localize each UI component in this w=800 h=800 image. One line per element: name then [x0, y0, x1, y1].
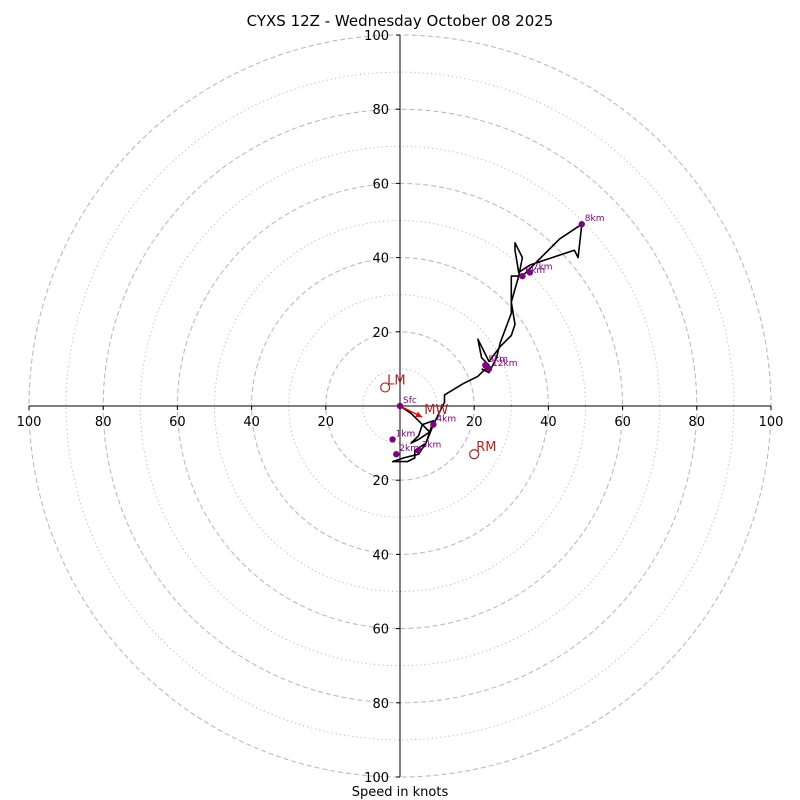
- storm-motion-label-rm: RM: [476, 440, 496, 455]
- tick-label-right: 80: [689, 415, 706, 430]
- storm-motion-marker-rm: [469, 449, 480, 460]
- tick-label-top: 40: [372, 252, 389, 267]
- height-marker-1km: [389, 436, 396, 443]
- tick-label-top: 20: [372, 326, 389, 341]
- height-label-8km: 8km: [585, 214, 605, 224]
- height-marker-6km: [519, 272, 526, 280]
- height-marker-2km: [393, 451, 400, 458]
- height-label-5km: 5km: [488, 355, 508, 365]
- tick-label-top: 80: [372, 103, 389, 118]
- tick-label-bottom: 80: [372, 697, 389, 712]
- storm-motion-marker-lm: [380, 382, 391, 393]
- tick-label-left: 20: [318, 415, 335, 430]
- tick-label-left: 60: [169, 415, 186, 430]
- tick-label-bottom: 100: [364, 771, 389, 786]
- storm-motion-label-mw: MW: [424, 403, 448, 418]
- tick-label-bottom: 60: [372, 623, 389, 638]
- tick-label-top: 100: [364, 29, 389, 44]
- mean-wind-arrowhead: [415, 411, 423, 418]
- tick-label-bottom: 20: [372, 474, 389, 489]
- hodograph-trace-group: [391, 223, 583, 463]
- tick-label-right: 60: [614, 415, 631, 430]
- height-label-4km: 4km: [436, 415, 456, 425]
- hodograph-trace: [391, 223, 583, 463]
- x-axis-label: Speed in knots: [352, 785, 449, 800]
- tick-label-right: 100: [759, 415, 784, 430]
- height-label-3km: 3km: [422, 441, 442, 451]
- height-label-12km: 12km: [492, 359, 517, 369]
- tick-label-left: 100: [17, 415, 42, 430]
- height-marker-12km: [485, 365, 493, 373]
- height-marker-3km: [415, 447, 422, 454]
- height-label-6km: 6km: [525, 266, 545, 276]
- height-label-7km: 7km: [533, 262, 553, 272]
- height-label-2km: 2km: [399, 444, 419, 454]
- height-label-sfc: Sfc: [403, 396, 417, 406]
- tick-label-top: 60: [372, 177, 389, 192]
- tick-labels: 100 80 60 40 20 20 40 60 80 100 100 80 60 40 20 20 40 60 8…: [17, 29, 784, 786]
- tick-label-bottom: 40: [372, 548, 389, 563]
- tick-label-left: 80: [95, 415, 112, 430]
- height-marker-8km: [578, 221, 585, 228]
- height-marker-7km: [526, 269, 534, 276]
- tick-label-left: 40: [243, 415, 260, 430]
- tick-label-right: 40: [540, 415, 557, 430]
- chart-title: CYXS 12Z - Wednesday October 08 2025: [247, 12, 554, 30]
- height-marker-sfc: [396, 402, 404, 410]
- height-marker-4km: [430, 421, 437, 428]
- storm-motion-label-lm: LM: [387, 373, 405, 388]
- tick-label-right: 20: [466, 415, 483, 430]
- storm-motion-markers: LM MW RM: [380, 373, 496, 460]
- height-label-1km: 1km: [396, 429, 416, 439]
